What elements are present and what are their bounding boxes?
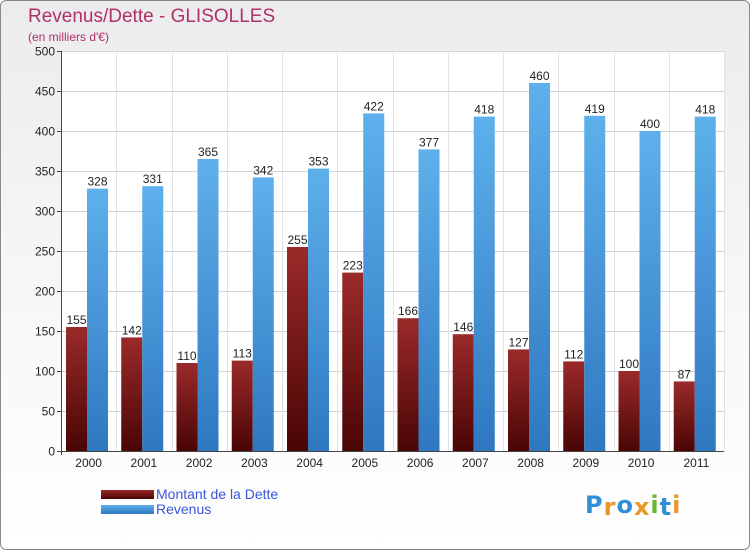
- bar-debt-2010: [618, 371, 640, 451]
- data-label-debt-2008: 127: [508, 335, 528, 349]
- bar-debt-2000: [66, 327, 87, 451]
- x-tick-label: 2011: [683, 456, 709, 470]
- data-label-revenue-2002: 365: [198, 145, 218, 159]
- y-tick-label: 450: [35, 85, 55, 99]
- y-tick-label: 400: [35, 125, 55, 139]
- data-label-debt-2001: 142: [122, 323, 142, 337]
- logo-letter: x: [633, 493, 651, 521]
- data-label-debt-2004: 255: [287, 233, 307, 247]
- y-tick-label: 0: [48, 445, 55, 459]
- data-label-revenue-2000: 328: [87, 175, 107, 189]
- y-tick-label: 150: [35, 325, 55, 339]
- data-label-revenue-2008: 460: [529, 69, 549, 83]
- data-label-revenue-2004: 353: [308, 155, 328, 169]
- bar-debt-2006: [397, 318, 419, 451]
- data-label-debt-2002: 110: [177, 349, 196, 363]
- x-tick-label: 2005: [352, 456, 379, 470]
- y-tick-label: 350: [35, 165, 55, 179]
- chart-subtitle: (en milliers d'€): [28, 30, 109, 44]
- data-label-revenue-2011: 418: [695, 103, 715, 117]
- data-label-revenue-2009: 419: [585, 102, 605, 116]
- data-label-revenue-2006: 377: [419, 135, 439, 149]
- y-tick-label: 250: [35, 245, 55, 259]
- legend-swatch-debt: [101, 490, 154, 499]
- bar-debt-2007: [452, 334, 474, 451]
- bar-debt-2009: [563, 361, 585, 451]
- y-tick-label: 300: [35, 205, 55, 219]
- bar-debt-2011: [673, 381, 695, 451]
- data-label-debt-2006: 166: [398, 304, 418, 318]
- chart-title: Revenus/Dette - GLISOLLES: [28, 6, 276, 27]
- bar-revenue-2002: [197, 159, 219, 451]
- logo-letter: r: [603, 493, 617, 521]
- legend-label-debt: Montant de la Dette: [156, 486, 279, 502]
- y-tick-label: 500: [35, 45, 55, 59]
- data-label-debt-2003: 113: [233, 347, 252, 361]
- x-tick-label: 2004: [296, 456, 323, 470]
- bar-debt-2001: [121, 337, 143, 451]
- bar-revenue-2003: [252, 177, 274, 451]
- data-label-revenue-2003: 342: [253, 163, 273, 177]
- y-tick-label: 100: [35, 365, 55, 379]
- logo-letter: i: [650, 491, 660, 519]
- bar-revenue-2000: [87, 188, 108, 451]
- x-tick-label: 2000: [75, 456, 102, 470]
- logo-letter: i: [672, 491, 682, 519]
- legend-swatch-revenue: [101, 505, 154, 514]
- bar-revenue-2011: [694, 116, 716, 451]
- x-tick-label: 2008: [517, 456, 544, 470]
- x-tick-label: 2003: [241, 456, 268, 470]
- bar-revenue-2006: [418, 149, 440, 451]
- bar-revenue-2009: [584, 115, 606, 452]
- bar-debt-2004: [287, 247, 308, 451]
- bar-revenue-2004: [308, 168, 329, 451]
- legend-label-revenue: Revenus: [156, 501, 212, 517]
- data-label-revenue-2007: 418: [474, 103, 494, 117]
- bar-revenue-2007: [473, 116, 495, 451]
- x-tick-label: 2006: [407, 456, 434, 470]
- x-tick-label: 2009: [573, 456, 600, 470]
- data-label-revenue-2010: 400: [640, 117, 660, 131]
- bar-debt-2005: [342, 272, 364, 451]
- data-label-revenue-2001: 331: [143, 172, 163, 186]
- bar-debt-2008: [508, 349, 529, 451]
- x-tick-label: 2010: [628, 456, 655, 470]
- x-tick-label: 2002: [186, 456, 213, 470]
- x-tick-label: 2007: [462, 456, 489, 470]
- data-label-debt-2009: 112: [564, 347, 583, 361]
- logo-letter: P: [585, 491, 604, 519]
- data-label-debt-2011: 87: [678, 367, 692, 381]
- y-tick-label: 200: [35, 285, 55, 299]
- bar-debt-2003: [231, 360, 253, 451]
- logo-letter: o: [616, 491, 634, 519]
- bar-revenue-2010: [639, 131, 661, 451]
- proxiti-logo: Proxiti: [585, 491, 682, 521]
- logo-letter: t: [659, 493, 673, 521]
- data-label-revenue-2005: 422: [364, 99, 384, 113]
- data-label-debt-2000: 155: [66, 313, 86, 327]
- data-label-debt-2005: 223: [343, 259, 363, 273]
- data-label-debt-2010: 100: [619, 357, 639, 371]
- x-tick-label: 2001: [131, 456, 158, 470]
- bar-debt-2002: [176, 363, 198, 451]
- bar-revenue-2001: [142, 186, 164, 451]
- y-tick-label: 50: [42, 405, 56, 419]
- bar-revenue-2005: [363, 113, 385, 452]
- data-label-debt-2007: 146: [453, 320, 473, 334]
- bar-revenue-2008: [529, 83, 550, 451]
